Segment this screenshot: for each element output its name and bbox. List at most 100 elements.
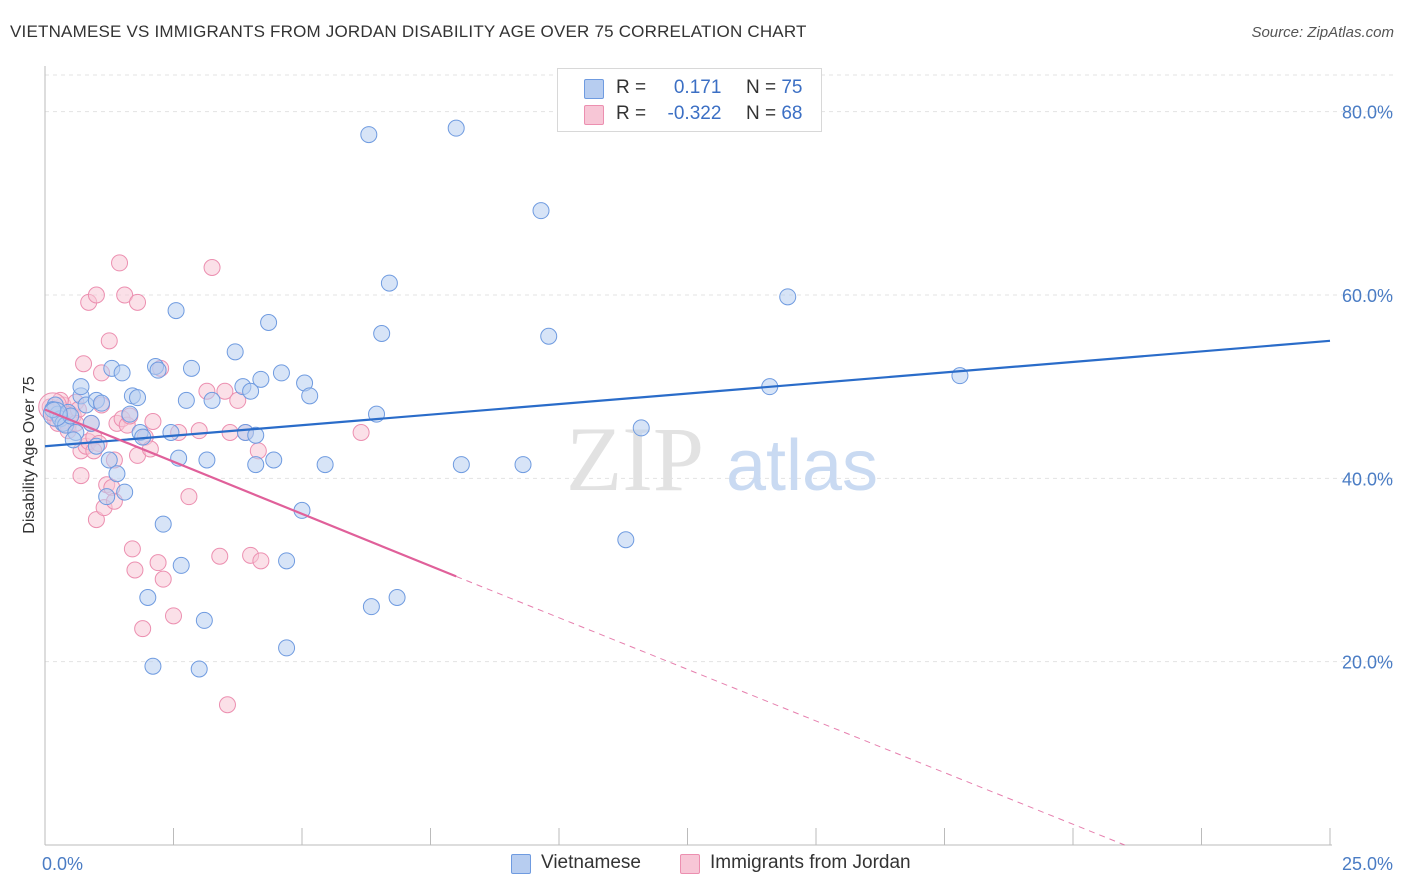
y-tick-label: 40.0% (1342, 469, 1393, 489)
trend-line-jordan-extrapolated (456, 575, 1125, 846)
legend-r-value: -0.322 (667, 103, 722, 124)
y-tick-label: 80.0% (1342, 103, 1393, 123)
axes (44, 66, 1332, 846)
data-point-vietnamese (514, 456, 532, 474)
data-point-vietnamese (362, 598, 380, 616)
y-tick-label: 20.0% (1342, 653, 1393, 673)
data-point-vietnamese (149, 361, 167, 379)
bottom-legend-label: Immigrants from Jordan (710, 852, 911, 873)
data-point-vietnamese (108, 465, 126, 483)
data-point-vietnamese (360, 126, 378, 144)
data-point-vietnamese (272, 364, 290, 382)
data-point-vietnamese (177, 391, 195, 409)
data-point-vietnamese (98, 488, 116, 506)
data-point-vietnamese (116, 483, 134, 501)
data-point-jordan (126, 561, 144, 579)
grid-lines (45, 74, 1393, 663)
data-point-vietnamese (380, 274, 398, 292)
data-point-vietnamese (247, 456, 265, 474)
data-point-jordan (87, 286, 105, 304)
data-point-vietnamese (301, 387, 319, 405)
data-point-jordan (154, 570, 172, 588)
data-point-vietnamese (162, 424, 180, 441)
data-point-vietnamese (113, 364, 131, 382)
data-point-jordan (216, 382, 234, 400)
data-point-vietnamese (129, 389, 147, 407)
data-point-vietnamese (172, 556, 190, 574)
y-axis-label: Disability Age Over 75 (21, 376, 38, 534)
data-point-vietnamese (190, 660, 208, 678)
data-point-vietnamese (617, 531, 635, 549)
y-tick-label: 60.0% (1342, 286, 1393, 306)
source-label: Source: ZipAtlas.com (1251, 24, 1394, 41)
data-point-vietnamese (373, 325, 391, 342)
jordan-swatch (584, 105, 604, 125)
legend-n-label: N = (745, 77, 777, 98)
data-point-jordan (134, 620, 152, 638)
x-tick-labels: 0.0% 25.0% (42, 854, 1393, 874)
data-point-vietnamese (242, 382, 260, 400)
data-point-vietnamese (278, 552, 296, 570)
data-point-jordan (129, 293, 147, 311)
data-point-vietnamese (252, 370, 270, 388)
data-point-vietnamese (167, 302, 185, 320)
data-point-vietnamese (532, 202, 550, 220)
jordan-points (38, 254, 370, 714)
data-point-vietnamese (632, 419, 650, 437)
vietnamese-swatch (511, 854, 531, 874)
stats-legend: R = 0.171 N = 75 R = -0.322 N = 68 (557, 68, 822, 132)
data-point-vietnamese (278, 639, 296, 657)
data-point-vietnamese (144, 657, 162, 675)
data-point-vietnamese (226, 343, 244, 361)
data-point-jordan (211, 547, 229, 565)
data-point-jordan (123, 540, 141, 558)
data-point-vietnamese (182, 359, 200, 377)
data-point-vietnamese (203, 391, 221, 409)
data-point-vietnamese (139, 589, 157, 606)
legend-n-value: 75 (781, 77, 803, 98)
data-point-jordan (203, 259, 221, 276)
data-point-vietnamese (100, 451, 118, 469)
data-point-vietnamese (93, 394, 111, 412)
data-point-jordan (249, 442, 267, 460)
data-point-jordan (252, 552, 270, 570)
data-point-vietnamese (452, 456, 470, 474)
data-point-jordan (75, 355, 93, 373)
data-point-jordan (72, 467, 90, 485)
data-point-jordan (149, 554, 167, 572)
vietnamese-points (42, 119, 969, 678)
data-point-vietnamese (195, 611, 213, 629)
legend-r-label: R = (616, 103, 647, 124)
legend-r-value: 0.171 (673, 77, 722, 98)
data-point-vietnamese (265, 451, 283, 469)
bottom-legend-label: Vietnamese (541, 852, 641, 873)
vietnamese-swatch (584, 79, 604, 99)
data-point-jordan (87, 511, 105, 529)
trend-line-vietnamese (44, 339, 1331, 448)
data-point-vietnamese (316, 456, 334, 474)
legend-r-label: R = (616, 77, 647, 98)
data-point-jordan (111, 254, 129, 272)
y-tick-labels: 20.0% 40.0% 60.0% 80.0% (1342, 103, 1393, 673)
data-point-jordan (100, 332, 118, 350)
legend-n-label: N = (745, 103, 777, 124)
watermark: ZIP atlas (566, 408, 878, 510)
x-tick-label: 0.0% (42, 854, 83, 874)
trend-lines (44, 339, 1331, 846)
data-point-jordan (180, 488, 198, 506)
data-point-vietnamese (540, 327, 558, 345)
data-point-vietnamese (121, 405, 139, 423)
data-point-jordan (352, 424, 370, 441)
trend-line-jordan (44, 408, 457, 578)
data-point-vietnamese (198, 451, 216, 469)
data-point-vietnamese (388, 589, 406, 606)
x-tick-label: 25.0% (1342, 854, 1393, 874)
data-point-jordan (218, 696, 236, 714)
legend-n-value: 68 (781, 103, 803, 124)
data-point-jordan (144, 413, 162, 430)
chart-title: VIETNAMESE VS IMMIGRANTS FROM JORDAN DIS… (10, 22, 807, 41)
data-point-vietnamese (72, 378, 90, 396)
data-point-jordan (165, 607, 182, 625)
data-point-vietnamese (247, 426, 265, 444)
